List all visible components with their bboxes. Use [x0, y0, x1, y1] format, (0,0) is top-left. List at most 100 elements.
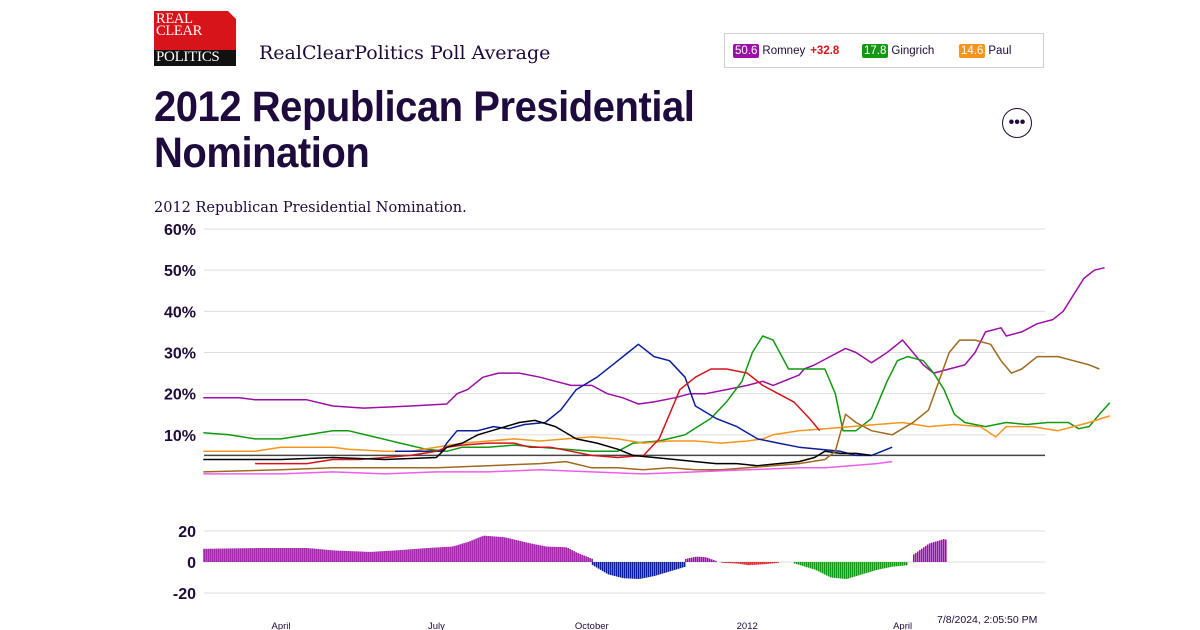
spread-bar [715, 560, 717, 562]
spread-bar [627, 562, 630, 579]
spread-bar [945, 539, 947, 562]
spread-bar [367, 551, 369, 562]
spread-bar [879, 562, 882, 570]
legend-item-paul[interactable]: 14.6 Paul [959, 44, 1011, 58]
spread-bar [549, 546, 551, 562]
spread-bar [245, 548, 247, 562]
spread-bar [603, 562, 606, 573]
spread-bar [371, 551, 373, 562]
spread-bar [609, 562, 612, 575]
spread-bar [337, 550, 339, 562]
spread-bar [381, 551, 383, 562]
spread-bar [295, 548, 297, 562]
spread-bar [929, 543, 931, 562]
spread-bar [523, 541, 525, 562]
spread-bar [831, 562, 834, 578]
spread-bar [765, 562, 767, 565]
spread-bar [233, 548, 235, 562]
spread-bar [619, 562, 622, 578]
spread-bar [449, 546, 451, 562]
spread-bar [227, 548, 229, 562]
spread-bar [469, 541, 471, 562]
spread-bar [413, 549, 415, 562]
spread-bar [861, 562, 864, 575]
series-line-cain [255, 368, 821, 465]
spread-bar [635, 562, 638, 579]
spread-bar [823, 562, 826, 575]
spread-bar [491, 536, 493, 562]
spread-bar [465, 542, 467, 562]
spread-bar [247, 548, 249, 562]
spread-bar [925, 545, 927, 562]
spread-bar [933, 542, 935, 562]
spread-bar [287, 548, 289, 562]
spread-bar [519, 540, 521, 562]
spread-bar [407, 549, 409, 562]
spread-bar [345, 550, 347, 562]
legend-name: Romney [762, 45, 806, 57]
spread-bar [437, 547, 439, 562]
spread-bar [213, 548, 215, 562]
spread-bar [805, 562, 808, 568]
spread-bar [527, 542, 529, 562]
y-tick-label: 0 [187, 555, 196, 572]
legend-item-romney[interactable]: 50.6 Romney +32.8 [733, 44, 839, 58]
spread-bar [433, 547, 435, 562]
spread-bar [205, 548, 207, 562]
spread-bar [939, 540, 941, 562]
spread-bar [871, 562, 874, 572]
spread-bar [477, 537, 479, 562]
spread-bar [729, 562, 731, 564]
spread-bar [935, 541, 937, 562]
spread-bar [377, 551, 379, 562]
rcp-logo[interactable]: REAL CLEAR POLITICS [154, 11, 236, 66]
legend-item-gingrich[interactable]: 17.8 Gingrich [862, 44, 934, 58]
spread-bar [391, 550, 393, 562]
spread-bar [671, 562, 674, 571]
spread-bar [545, 546, 547, 562]
spread-bar [579, 553, 581, 562]
spread-bar [663, 562, 666, 573]
spread-bar [323, 549, 325, 562]
spread-bar [863, 562, 866, 574]
spread-bar [777, 562, 779, 563]
spread-bar [363, 551, 365, 562]
y-tick-label: 50% [164, 263, 196, 280]
spread-bar [207, 548, 209, 562]
main-y-ticks: 10% 20% 30% 40% 50% 60% [164, 222, 196, 445]
spread-bar [357, 551, 359, 562]
spread-bar [563, 547, 565, 562]
spread-bar [599, 562, 602, 570]
spread-bar [403, 549, 405, 562]
page-title: 2012 Republican Presidential Nomination [154, 83, 695, 177]
more-options-button[interactable]: ••• [1002, 108, 1032, 138]
spread-bar [561, 547, 563, 562]
spread-bar [887, 562, 890, 568]
spread-bar [613, 562, 616, 576]
spread-bar [677, 562, 680, 569]
x-tick-label: April [271, 621, 290, 630]
spread-bar [481, 536, 483, 562]
spread-bar [529, 543, 531, 562]
spread-bar [319, 549, 321, 562]
spread-bar [691, 557, 693, 562]
spread-bar [811, 562, 814, 569]
x-tick-label: 2012 [737, 621, 758, 630]
legend-name: Paul [988, 45, 1012, 57]
spread-bar [293, 548, 295, 562]
spread-bar [411, 549, 413, 562]
ellipsis-icon: ••• [1008, 114, 1026, 131]
spread-bar [733, 562, 735, 564]
spread-bar [451, 546, 453, 562]
spread-bar [589, 557, 591, 562]
spread-bar [641, 562, 644, 579]
spread-bar [601, 562, 604, 572]
spread-bar [617, 562, 620, 577]
spread-bar [495, 536, 497, 562]
spread-bar [675, 562, 678, 570]
spread-bar [813, 562, 816, 570]
spread-bar [735, 562, 737, 564]
spread-bar [847, 562, 850, 579]
y-tick-label: 20 [178, 524, 196, 541]
